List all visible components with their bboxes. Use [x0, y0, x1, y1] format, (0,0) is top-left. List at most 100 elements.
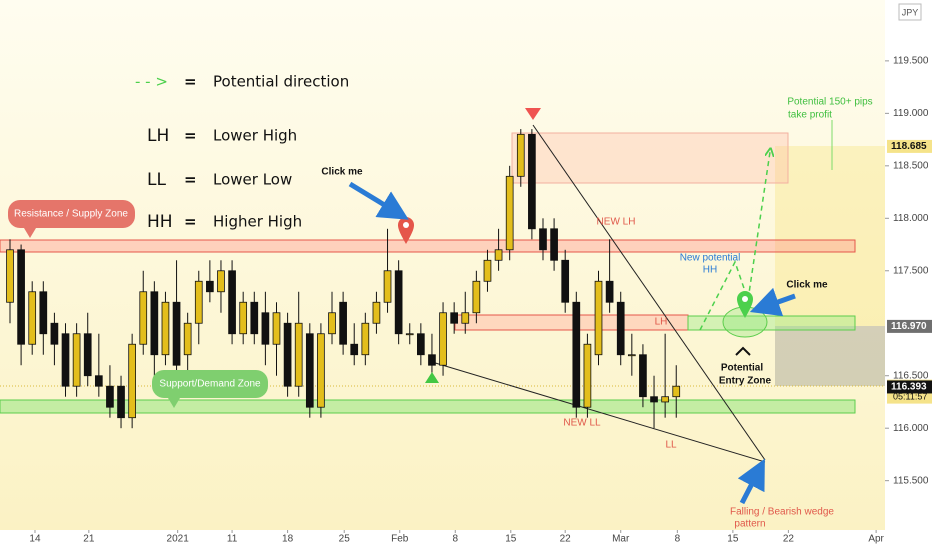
candle-body [261, 312, 270, 345]
candle-body [483, 259, 492, 282]
candle-body [39, 291, 48, 335]
price-label-box [887, 319, 932, 333]
candle-body [228, 270, 236, 335]
candle-body [417, 333, 425, 356]
candle-body [439, 312, 447, 366]
y-tick-label: 119.500 [893, 56, 929, 67]
x-tick-label: 22 [560, 534, 572, 545]
entry-box [687, 315, 856, 331]
candle-body [450, 312, 459, 324]
take-profit-label: Potential 150+ pips [787, 97, 872, 108]
legend-key: LL [147, 170, 166, 190]
candles [6, 129, 681, 429]
candle-body [383, 270, 392, 303]
candle-body [94, 375, 103, 387]
candle-body [183, 322, 192, 356]
currency: JPY [902, 7, 919, 17]
x-tick-label: 2021 [167, 534, 190, 545]
down-marker [525, 108, 541, 120]
entry-label: Potential [721, 363, 763, 374]
up-marker [425, 372, 439, 383]
click-label[interactable]: Click me [321, 167, 363, 178]
x-tick-label: 14 [29, 534, 41, 545]
candle-body [272, 312, 281, 345]
take-profit-label: take profit [788, 110, 832, 121]
pin-dot [742, 296, 748, 302]
legend-eq: = [184, 213, 197, 231]
candle-body [372, 301, 381, 324]
ll-label: LL [665, 440, 677, 451]
bubble-tail [24, 228, 36, 238]
x-tick-label: 22 [783, 534, 795, 545]
candle-body [50, 322, 59, 345]
candle-body [117, 385, 125, 419]
support-bubble [152, 370, 268, 398]
x-tick-label: 15 [727, 534, 739, 545]
new-hh-label: New potential [680, 253, 741, 264]
zones [0, 120, 885, 463]
candle-body [639, 354, 647, 398]
x-tick-label: 8 [452, 534, 458, 545]
candle-body [605, 280, 614, 303]
candle-body [128, 343, 136, 419]
x-tick-label: Feb [391, 534, 409, 545]
y-tick-label: 116.500 [893, 370, 929, 381]
candle-body [294, 322, 303, 387]
pin [398, 217, 414, 244]
lh-label: LH [655, 317, 668, 328]
candle-body [206, 280, 214, 293]
click-label[interactable]: Click me [786, 280, 828, 291]
y-tick-label: 118.500 [893, 160, 929, 171]
candle-body [250, 301, 259, 335]
price-label: 118.685 [891, 141, 927, 152]
axis-background [0, 530, 885, 550]
legend-text: Lower High [213, 127, 297, 145]
candle-body [594, 280, 603, 356]
resistance-bubble [8, 200, 135, 228]
candle-body [661, 396, 669, 403]
candle-body [194, 280, 203, 324]
legend-key: HH [147, 212, 173, 232]
price-label: 116.393 [891, 382, 927, 393]
legend-eq: = [184, 73, 197, 91]
candle-body [516, 133, 525, 177]
candle-body [83, 333, 92, 377]
wedge-label: Falling / Bearish wedge [730, 507, 834, 518]
y-tick-label: 116.000 [893, 423, 929, 434]
x-tick-label: 21 [83, 534, 95, 545]
caret [735, 346, 751, 356]
candle-body [150, 291, 159, 356]
plot-background [0, 0, 885, 530]
entry-label: Entry Zone [719, 376, 772, 387]
candle-body [28, 291, 37, 345]
candle-body [317, 333, 325, 408]
x-tick-label: 15 [505, 534, 517, 545]
wedge-line [532, 124, 766, 461]
candle-body [528, 133, 536, 230]
price-label-sub: 05:11:57 [893, 391, 927, 401]
candle-body [494, 249, 503, 261]
new-ll-label: NEW LL [563, 418, 601, 429]
candle-body [139, 291, 148, 345]
candle-body [550, 228, 558, 261]
candle-body [328, 312, 336, 335]
candle-body [6, 249, 14, 303]
loss-zone [775, 326, 885, 386]
legend-text: Higher High [213, 213, 302, 231]
candle-body [161, 301, 170, 356]
supply-box [511, 132, 789, 184]
y-tick-label: 115.500 [893, 475, 929, 486]
candle-body [17, 249, 25, 345]
candle-body [461, 312, 470, 324]
pin-dot [403, 222, 409, 228]
price-label-box [887, 380, 932, 394]
texts: JPY - - > = Potential direction LH = Low… [14, 7, 918, 529]
x-tick-label: 8 [675, 534, 681, 545]
candle-body [428, 354, 436, 366]
candle-body [339, 301, 347, 345]
candle-body [283, 322, 292, 387]
y-tick-label: 118.000 [893, 213, 929, 224]
support-zone [0, 399, 856, 414]
potential-direction [699, 152, 770, 331]
